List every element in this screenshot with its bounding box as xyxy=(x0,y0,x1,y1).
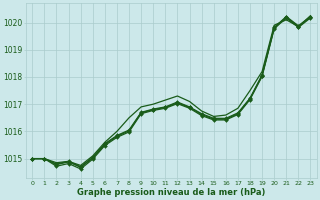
X-axis label: Graphe pression niveau de la mer (hPa): Graphe pression niveau de la mer (hPa) xyxy=(77,188,266,197)
